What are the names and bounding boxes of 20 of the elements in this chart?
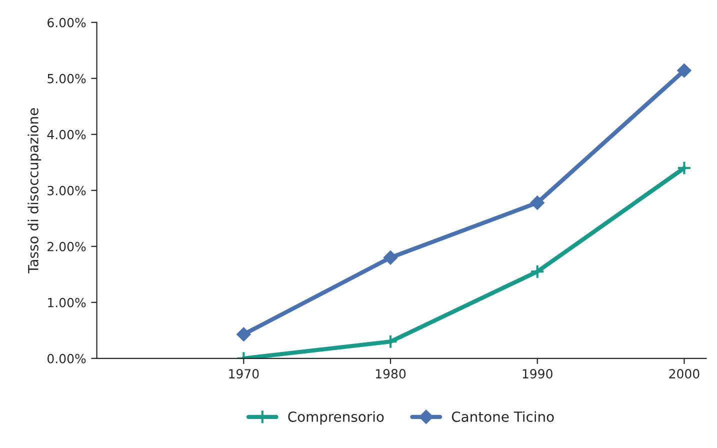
x-tick-label: 1980: [376, 369, 406, 378]
point: [530, 195, 545, 210]
y-tick-label: 2.00%: [48, 242, 86, 252]
point: [530, 264, 545, 279]
x-tick-label: 1990: [522, 369, 552, 378]
legend-label: Cantone Ticino: [452, 411, 554, 422]
point: [236, 327, 251, 342]
y-tick-label: 3.00%: [48, 186, 86, 196]
y-tick-label: 4.00%: [47, 130, 86, 140]
x-tick-label: 2000: [669, 369, 700, 378]
x-tick-label: 1970: [229, 369, 259, 378]
y-tick-label: 5.00%: [48, 74, 86, 84]
y-axis-title: Tasso di disoccupazione: [28, 108, 42, 274]
y-tick-label: 1.00%: [48, 298, 86, 308]
point: [383, 250, 398, 265]
legend-label: Comprensorio: [288, 411, 384, 425]
point: [676, 160, 692, 176]
y-tick-label: 6.00%: [48, 18, 86, 28]
point: [676, 63, 692, 78]
y-tick-label: 0.00%: [47, 354, 86, 364]
